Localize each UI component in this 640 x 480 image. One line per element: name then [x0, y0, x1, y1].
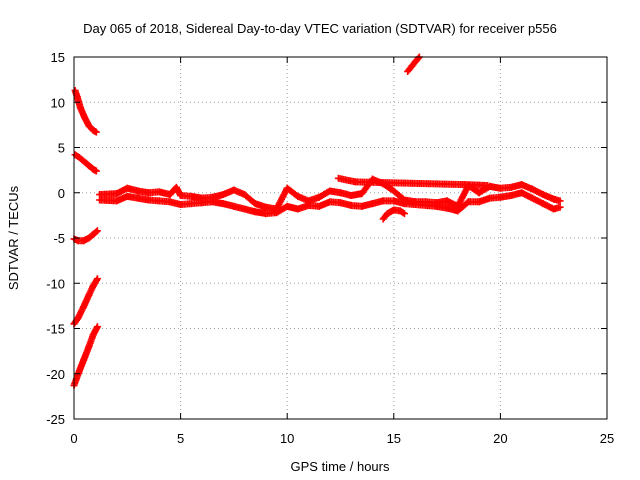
data-point — [93, 323, 101, 331]
data-point — [92, 128, 100, 136]
series-arc-5 — [70, 323, 101, 390]
data-point — [414, 54, 422, 62]
series-band-lower — [96, 189, 564, 218]
data-points — [70, 53, 564, 390]
data-point — [92, 228, 100, 236]
series-band-upper — [96, 175, 564, 213]
data-point — [556, 197, 564, 205]
y-tick-label: -10 — [46, 276, 65, 291]
plot-frame — [73, 56, 608, 420]
y-axis-label: SDTVAR / TECUs — [6, 185, 21, 290]
y-tick-label: 10 — [51, 95, 65, 110]
series-arc-6 — [404, 53, 423, 75]
chart-title: Day 065 of 2018, Sidereal Day-to-day VTE… — [83, 21, 557, 36]
data-point — [92, 167, 100, 175]
data-point — [484, 182, 492, 190]
x-tick-label: 5 — [177, 431, 184, 446]
data-point — [400, 210, 408, 218]
y-tick-label: 0 — [58, 186, 65, 201]
gridlines — [74, 57, 607, 419]
data-point — [556, 203, 564, 211]
y-tick-label: -5 — [53, 231, 65, 246]
data-point — [93, 275, 101, 283]
series-arc-4 — [70, 275, 101, 328]
y-tick-label: 5 — [58, 141, 65, 156]
y-tick-label: -20 — [46, 367, 65, 382]
x-tick-label: 15 — [387, 431, 401, 446]
x-tick-label: 25 — [600, 431, 614, 446]
x-axis-label: GPS time / hours — [291, 459, 390, 474]
series-arc-2 — [71, 151, 100, 175]
x-tick-label: 0 — [70, 431, 77, 446]
series-arc-1 — [71, 86, 100, 136]
x-tick-label: 10 — [280, 431, 294, 446]
data-point — [399, 209, 407, 217]
series-arc-3 — [70, 227, 101, 245]
series-spikes — [334, 174, 492, 190]
y-tick-label: -25 — [46, 412, 65, 427]
y-tick-label: 15 — [51, 50, 65, 65]
x-tick-label: 20 — [493, 431, 507, 446]
axis-ticks: 0 5 10 15 20 25 -25 -20 -15 -10 -5 0 5 10 15 — [46, 50, 614, 446]
data-point — [93, 276, 101, 284]
y-tick-label: -15 — [46, 322, 65, 337]
series-arc-7 — [379, 206, 408, 223]
data-point — [93, 227, 101, 235]
